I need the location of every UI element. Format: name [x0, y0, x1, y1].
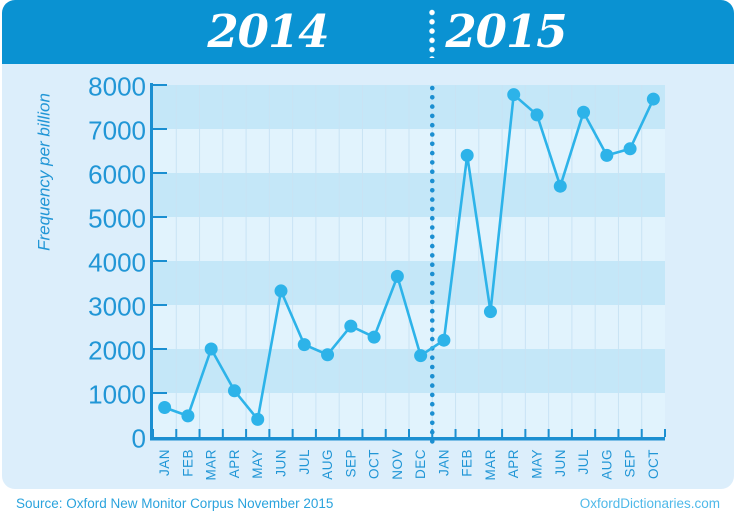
- website-link[interactable]: OxfordDictionaries.com: [579, 495, 720, 511]
- year-divider-dots-icon: [428, 8, 436, 58]
- source-note: Source: Oxford New Monitor Corpus Novemb…: [16, 495, 334, 511]
- year-2014-label: 2014: [207, 5, 329, 58]
- year-2015-label: 2015: [445, 5, 567, 58]
- footer-bar: Source: Oxford New Monitor Corpus Novemb…: [2, 489, 734, 517]
- chart-panel: [2, 64, 734, 489]
- header-banner: 2014 2015: [2, 0, 734, 64]
